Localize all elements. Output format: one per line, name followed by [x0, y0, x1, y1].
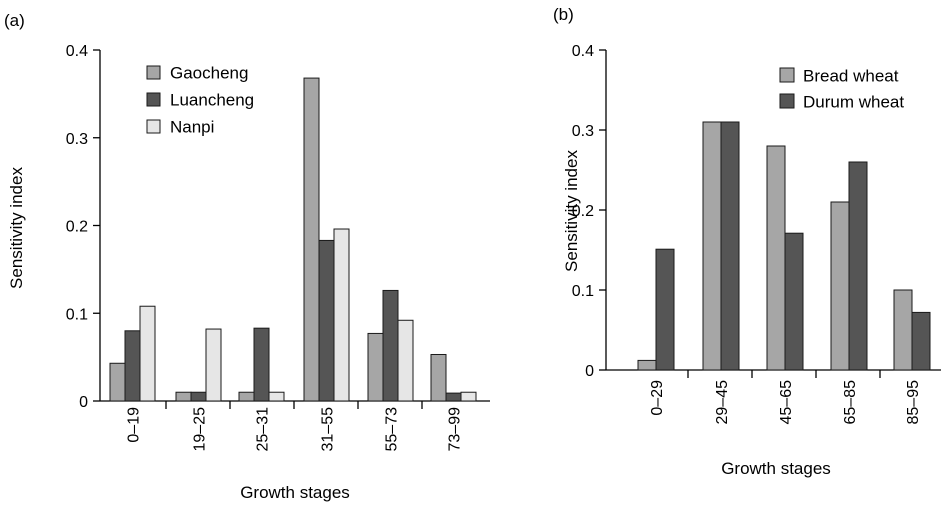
x-tick-label: 0–19 [126, 407, 143, 443]
bar-gaocheng [238, 391, 255, 402]
panel-b: (b) 0 0.1 0.2 0.3 0.4 0–29 29–45 45–65 65–85 85–95… [553, 5, 941, 478]
y-tick-label: 0 [79, 394, 88, 411]
y-tick-label: 0.4 [572, 43, 594, 60]
bar-bread-wheat [830, 201, 850, 371]
bar-durum-wheat [784, 232, 804, 371]
y-tick-label: 0.1 [572, 283, 594, 300]
y-axis-label: Sensitivity index [562, 150, 581, 272]
x-tick-label: 55–73 [384, 407, 401, 452]
y-tick-label: 0.3 [572, 123, 594, 140]
x-tick-label: 73–99 [447, 407, 464, 452]
bar-bread-wheat [766, 145, 786, 371]
panel-label: (b) [553, 5, 574, 24]
legend-swatch [146, 92, 161, 107]
bar-luancheng [382, 289, 399, 402]
bar-luancheng [253, 327, 270, 402]
bar-durum-wheat [848, 161, 868, 371]
x-axis-label: Growth stages [721, 459, 831, 478]
bar-gaocheng [175, 391, 192, 402]
panel-a: (a) 0 0.1 0.2 0.3 0.4 0–19 19–25 25–31 31–55 55–73… [4, 11, 490, 502]
bar-bread-wheat [637, 359, 657, 371]
bar-gaocheng [303, 77, 320, 402]
legend-swatch [146, 65, 161, 80]
panel-label: (a) [4, 11, 25, 30]
bar-bread-wheat [702, 121, 722, 371]
legend-swatch [779, 93, 795, 109]
legend-label: Durum wheat [803, 93, 904, 112]
bar-durum-wheat [720, 121, 740, 371]
legend-swatch [779, 67, 795, 83]
x-tick-label: 19–25 [192, 407, 209, 452]
y-tick-label: 0.4 [66, 43, 88, 60]
y-tick-label: 0 [585, 363, 594, 380]
bar-nanpi [460, 391, 477, 402]
legend-swatch [146, 119, 161, 134]
bar-nanpi [397, 319, 414, 402]
bar-durum-wheat [911, 311, 931, 371]
bar-luancheng [445, 392, 462, 402]
y-axis-label: Sensitivity index [7, 167, 26, 289]
bar-nanpi [333, 228, 350, 402]
bar-bread-wheat [893, 289, 913, 371]
bar-gaocheng [430, 353, 447, 402]
bar-nanpi [139, 305, 156, 402]
x-tick-label: 65–85 [842, 380, 859, 425]
x-tick-label: 85–95 [905, 380, 922, 425]
legend: Gaocheng Luancheng Nanpi [146, 64, 254, 137]
bar-gaocheng [109, 362, 126, 402]
bar-durum-wheat [655, 248, 675, 371]
x-tick-label: 0–29 [649, 380, 666, 416]
y-tick-label: 0.2 [572, 203, 594, 220]
bar-luancheng [190, 391, 207, 402]
bar-luancheng [124, 330, 141, 402]
bar-nanpi [205, 328, 222, 402]
y-tick-label: 0.2 [66, 219, 88, 236]
bar-luancheng [318, 239, 335, 402]
x-tick-label: 29–45 [714, 380, 731, 425]
legend-label: Gaocheng [170, 64, 248, 83]
y-tick-label: 0.3 [66, 131, 88, 148]
x-tick-label: 31–55 [320, 407, 337, 452]
legend-label: Luancheng [170, 91, 254, 110]
x-axis-label: Growth stages [240, 483, 350, 502]
legend: Bread wheat Durum wheat [779, 67, 904, 112]
x-tick-label: 45–65 [778, 380, 795, 425]
bar-gaocheng [367, 332, 384, 402]
bar-nanpi [268, 391, 285, 402]
legend-label: Nanpi [170, 118, 214, 137]
legend-label: Bread wheat [803, 67, 899, 86]
y-tick-label: 0.1 [66, 306, 88, 323]
x-tick-label: 25–31 [255, 407, 272, 452]
